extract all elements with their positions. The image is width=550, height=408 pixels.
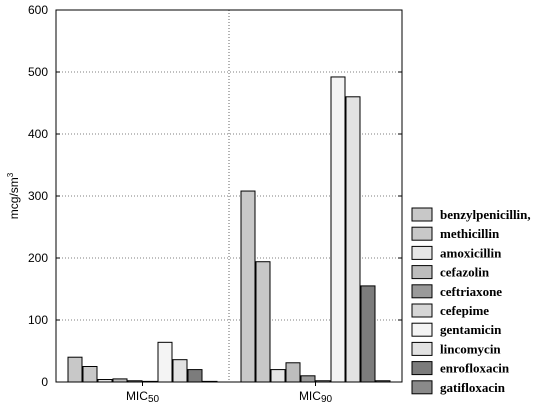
- bar: [82, 366, 98, 383]
- bar: [255, 261, 271, 383]
- legend-swatch: [411, 380, 433, 395]
- y-tick-label: 300: [28, 189, 48, 203]
- legend-label: cefepime: [440, 303, 489, 318]
- legend-swatch: [411, 303, 433, 318]
- bar: [285, 362, 301, 383]
- legend-label: methicillin: [440, 226, 500, 241]
- bar: [157, 341, 173, 383]
- bar: [172, 359, 188, 383]
- bar: [67, 356, 83, 383]
- y-tick-label: 100: [28, 313, 48, 327]
- bar: [360, 285, 376, 383]
- bar: [330, 76, 346, 383]
- legend-swatch: [411, 265, 433, 280]
- plot-frame: [55, 9, 403, 383]
- y-tick-label: 600: [28, 3, 48, 17]
- legend-label: benzylpenicillin,: [440, 207, 531, 222]
- legend: benzylpenicillin, methicillin amoxicillin c…: [411, 207, 531, 395]
- legend-swatch: [411, 361, 433, 376]
- legend-swatch: [411, 322, 433, 337]
- y-axis-label: mcg/sm3: [6, 172, 21, 219]
- legend-label: enrofloxacin: [440, 361, 510, 376]
- bar: [187, 369, 203, 383]
- y-tick-label: 500: [28, 65, 48, 79]
- y-axis-ticks: 0 100 200 300 400 500 600: [28, 3, 402, 389]
- legend-swatch: [411, 226, 433, 241]
- legend-label: cefazolin: [440, 265, 490, 280]
- bar: [300, 375, 316, 383]
- x-tick-label: MIC50: [126, 389, 160, 405]
- y-tick-label: 200: [28, 251, 48, 265]
- legend-label: ceftriaxone: [440, 284, 502, 299]
- bar: [270, 369, 286, 383]
- legend-label: lincomycin: [440, 341, 501, 356]
- x-axis-ticks: MIC50 MIC90: [126, 382, 333, 405]
- legend-label: amoxicillin: [440, 245, 502, 260]
- legend-swatch: [411, 207, 433, 222]
- y-tick-label: 0: [41, 375, 48, 389]
- bars: [67, 76, 391, 383]
- y-tick-label: 400: [28, 127, 48, 141]
- bar: [345, 96, 361, 383]
- legend-label: gatifloxacin: [440, 380, 506, 395]
- legend-swatch: [411, 341, 433, 356]
- bar: [240, 190, 256, 383]
- legend-swatch: [411, 245, 433, 260]
- x-tick-label: MIC90: [299, 389, 333, 405]
- legend-swatch: [411, 284, 433, 299]
- legend-label: gentamicin: [440, 322, 502, 337]
